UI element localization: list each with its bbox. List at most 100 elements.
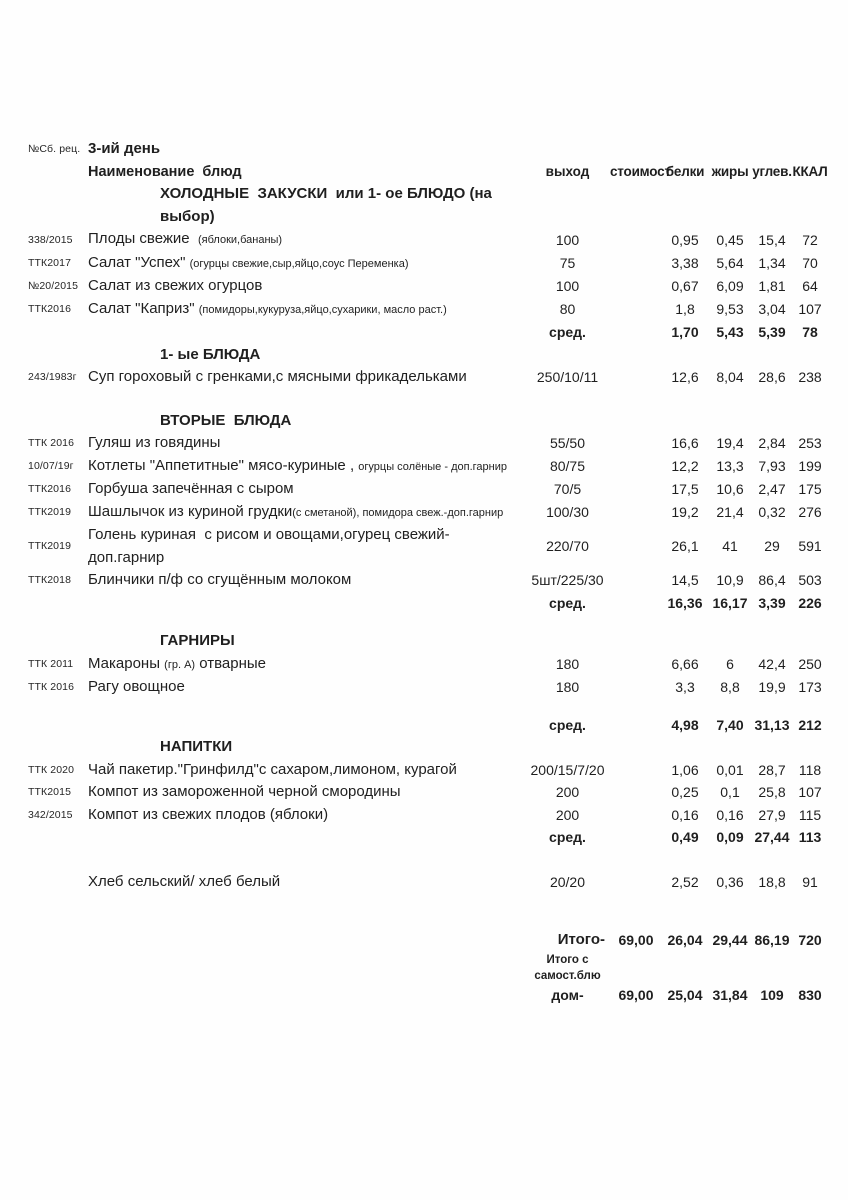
fat-value: 21,4 [716, 504, 744, 520]
recipe-code: ТТК2016 [28, 483, 72, 495]
recipe-code: №20/2015 [28, 280, 79, 292]
protein-value: 14,5 [671, 572, 699, 588]
fat-value: 5,43 [716, 324, 744, 340]
table-row: 342/2015 Компот из свежих плодов (яблоки)… [28, 804, 828, 827]
kcal-value: 199 [798, 458, 822, 474]
section-title: ХОЛОДНЫЕ ЗАКУСКИ или 1- ое БЛЮДО (на выб… [160, 185, 497, 225]
kcal-value: 175 [798, 481, 822, 497]
spacer [28, 893, 828, 929]
dish-name: Котлеты "Аппетитные" мясо-куриные , огур… [88, 455, 525, 479]
dish-name: Компот из свежих плодов (яблоки) [88, 804, 525, 827]
section-row: ВТОРЫЕ БЛЮДА [28, 410, 828, 433]
kcal-value: 503 [798, 572, 822, 588]
carb-value: 86,19 [754, 932, 790, 948]
dish-name: Шашлычок из куриной грудки(с сметаной), … [88, 501, 525, 525]
carb-value: 27,9 [758, 806, 786, 823]
dish-name-text: Компот из замороженной черной смородины [88, 783, 401, 800]
kcal-value: 107 [798, 784, 822, 800]
fat-value: 41 [722, 538, 738, 555]
recipe-code: 243/1983г [28, 371, 77, 383]
kcal-value: 720 [798, 932, 822, 948]
fat-value: 16,17 [712, 594, 748, 611]
fat-value: 6 [726, 656, 734, 672]
portion-size: 100/30 [546, 504, 589, 520]
dish-name-note: огурцы солёные - доп.гарнир [358, 460, 507, 473]
section-row: ХОЛОДНЫЕ ЗАКУСКИ или 1- ое БЛЮДО (на выб… [28, 183, 828, 228]
dish-name-text: Салат "Каприз" [88, 299, 199, 317]
fat-value: 6,09 [716, 278, 744, 294]
dish-name-text: отварные [195, 654, 267, 672]
portion-size: выход [545, 163, 590, 179]
dish-name: Салат из свежих огурцов [88, 275, 525, 298]
total-label-line: самост.блю [534, 970, 601, 982]
table-row: ТТК2019 Шашлычок из куриной грудки(с смет… [28, 501, 828, 525]
dish-name-text: Голень куриная с рисом и овощами,огурец … [88, 526, 450, 566]
kcal-value: 115 [798, 806, 822, 823]
avg-row: сред. 1,70 5,43 5,39 78 [28, 321, 828, 344]
portion-size: 200/15/7/20 [530, 761, 605, 778]
section-row: НАПИТКИ [28, 736, 828, 759]
spacer [28, 699, 828, 714]
kcal-value: 250 [798, 656, 822, 672]
dish-name-text: Чай пакетир."Гринфилд"с сахаром,лимоном,… [88, 760, 457, 778]
fat-value: 8,04 [716, 369, 744, 385]
dish-name-text: Салат из свежих огурцов [88, 277, 263, 294]
kcal-value: 70 [802, 255, 818, 271]
protein-value: 4,98 [671, 716, 699, 733]
portion-size: 80 [559, 301, 576, 317]
fat-value: 0,01 [716, 761, 744, 778]
carb-value: 25,8 [758, 784, 786, 800]
table-row: 243/1983г Суп гороховый с гренками,с мясн… [28, 366, 828, 389]
dish-name-note: (помидоры,кукуруза,яйцо,сухарики, масло … [198, 303, 447, 316]
recipe-code: ТТК2015 [28, 786, 72, 798]
carb-value: 28,6 [758, 369, 786, 385]
fat-value: 0,16 [716, 806, 744, 823]
recipe-code: ТТК2016 [28, 303, 72, 315]
dish-name: Хлеб сельский/ хлеб белый [88, 871, 525, 894]
total-with-dishes-row: Итого с самост.блю дом- 69,00 25,04 31,84 109 8… [28, 952, 828, 1007]
protein-value: 17,5 [671, 481, 699, 497]
fat-value: 8,8 [720, 679, 740, 695]
recipe-code: ТТК 2020 [28, 763, 75, 776]
recipe-code: ТТК 2016 [28, 681, 75, 693]
protein-value: 19,2 [671, 504, 699, 520]
fat-value: 7,40 [716, 716, 744, 733]
dish-name: Голень куриная с рисом и овощами,огурец … [88, 524, 525, 569]
fat-value: 10,9 [716, 572, 744, 588]
table-row: Хлеб сельский/ хлеб белый 20/20 2,52 0,36 18… [28, 871, 828, 894]
cost-value: стоимост [610, 163, 671, 179]
total-label-line: дом- [551, 986, 584, 1003]
portion-size: 180 [555, 679, 580, 695]
dish-name-note: (гр. А) [164, 658, 196, 671]
kcal-value: 253 [798, 435, 822, 451]
spacer [28, 389, 828, 410]
kcal-value: 107 [798, 301, 822, 317]
day-header-row: №Сб. рец. 3-ий день [28, 138, 828, 161]
dish-name: Суп гороховый с гренками,с мясными фрика… [88, 366, 525, 389]
dish-name: НАПИТКИ [88, 736, 525, 759]
kcal-value: 226 [798, 594, 822, 611]
protein-value: 2,52 [671, 873, 699, 890]
table-row: 338/2015 Плоды свежие (яблоки,бананы) 100 0… [28, 228, 828, 252]
dish-name: Рагу овощное [88, 676, 525, 699]
avg-row: сред. 16,36 16,17 3,39 226 [28, 592, 828, 615]
table-row: ТТК 2016 Рагу овощное 180 3,3 8,8 19,9 173 [28, 676, 828, 699]
dish-name-text: Плоды свежие [88, 230, 198, 247]
kcal-value: 64 [802, 278, 818, 294]
dish-name-note: (с сметаной), помидора свеж.-доп.гарнир [292, 506, 504, 519]
kcal-value: 276 [798, 504, 822, 520]
dish-name: 3-ий день [88, 138, 525, 161]
cost-value: 69,00 [618, 986, 654, 1003]
fat-value: 0,09 [716, 829, 744, 845]
portion-size: 200 [555, 806, 580, 823]
dish-name-note: (огурцы свежие,сыр,яйцо,соус Переменка) [189, 257, 409, 270]
table-row: ТТК2016 Горбуша запечённая с сыром 70/5 17,… [28, 478, 828, 501]
kcal-value: 173 [798, 679, 822, 695]
protein-value: 16,6 [671, 435, 699, 451]
dish-name-text: Суп гороховый с гренками,с мясными фрика… [88, 368, 467, 385]
table-row: ТТК2018 Блинчики п/ф со сгущённым молоком… [28, 569, 828, 592]
carb-value: 7,93 [758, 458, 786, 474]
table-row: ТТК 2011 Макароны (гр. А) отварные 180 6,66… [28, 653, 828, 677]
kcal-value: 238 [798, 369, 822, 385]
kcal-value: 78 [802, 324, 818, 340]
